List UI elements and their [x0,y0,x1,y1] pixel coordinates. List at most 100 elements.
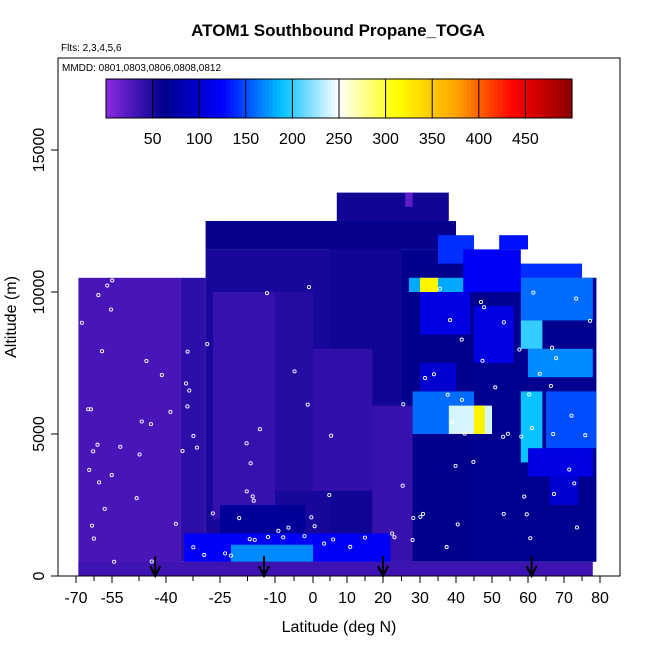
colorbar-swatch [265,79,270,118]
colorbar-swatch [234,79,239,118]
observation-point [583,433,588,438]
colorbar-swatch [513,79,519,118]
heatmap-cell [420,277,438,292]
heatmap-cell [520,277,593,321]
observation-point [392,535,397,540]
colorbar-swatch [106,79,111,118]
observation-point [524,512,529,517]
x-tick-label: 50 [483,590,501,607]
colorbar-swatch [144,79,150,118]
colorbar-swatch [288,79,293,118]
colorbar-swatch [412,79,418,118]
observation-point [102,506,107,511]
observation-point [105,283,110,288]
observation-point [390,531,395,536]
colorbar-swatch [439,79,445,118]
colorbar-swatch [241,79,247,118]
observation-point [248,461,253,466]
colorbar-swatch [218,79,224,118]
colorbar-swatch [385,79,391,118]
colorbar-swatch [187,79,193,118]
x-tick-label: 10 [338,590,356,607]
colorbar-tick-label: 50 [144,131,162,148]
x-tick-label: 80 [591,590,609,607]
x-tick-label: -55 [100,590,123,607]
colorbar-swatch [284,79,290,118]
observation-point [423,376,428,381]
observation-point [537,371,542,376]
colorbar-swatch [311,79,317,118]
observation-point [327,492,332,498]
observation-point [322,541,327,546]
colorbar-swatch [537,79,542,118]
observation-point [431,372,436,377]
colorbar-swatch [327,79,332,118]
observation-point [252,537,257,542]
observation-point [205,342,210,347]
observation-point [137,452,142,457]
heatmap-cell [510,263,582,278]
colorbar-swatch [482,79,488,118]
colorbar-swatch [463,79,468,118]
observation-point [110,278,115,283]
colorbar-swatch [389,79,394,118]
colorbar-swatch [257,79,262,118]
observation-point [91,449,96,454]
colorbar-swatch [137,79,142,118]
observation-point [548,383,553,388]
dates-label: MMDD: 0801,0803,0806,0808,0812 [62,63,221,74]
y-tick-label: 10000 [31,270,48,315]
x-tick-label: 20 [374,590,392,607]
observation-point [250,494,255,499]
observation-point [459,337,464,342]
heatmap-cell [546,391,597,449]
observation-point [247,537,252,542]
observation-point [134,496,139,501]
colorbar-swatch [366,79,371,118]
x-axis: -70 -55 -40 -25 -10 0 10 20 30 40 50 60 70 80 [58,575,620,607]
heatmap-cell [420,292,471,335]
observation-point [505,431,510,436]
observation-point [168,409,173,414]
colorbar-swatch [436,79,441,118]
colorbar-swatch [152,79,158,118]
colorbar-swatch [459,79,464,118]
observation-point [588,318,593,323]
colorbar-swatch [261,79,266,118]
colorbar-swatch [420,79,426,118]
colorbar-swatch [467,79,472,118]
colorbar-swatch [179,79,185,118]
y-tick-label: 0 [31,571,48,580]
heatmap-cell [275,292,313,491]
observation-point [420,511,426,516]
colorbar-swatch [148,79,154,118]
observation-point [202,552,207,557]
observation-point [139,419,144,424]
observation-point [437,286,442,291]
observation-point [531,290,536,295]
flights-label: Flts: 2,3,4,5,6 [61,43,122,54]
colorbar-swatch [199,79,204,118]
colorbar-swatch [401,79,406,118]
x-tick-label: 0 [309,590,318,607]
heatmap-cell [549,476,579,505]
colorbar-swatch [393,79,398,118]
observation-point [362,535,368,540]
heatmap-cell [205,221,456,250]
heatmap-cell [405,192,413,207]
colorbar-swatch [486,79,492,118]
colorbar-swatch [358,79,363,118]
colorbar-swatch [509,79,515,118]
observation-point [549,345,555,350]
heatmap-cell [463,249,521,292]
observation-point [331,537,336,542]
observation-point [264,291,270,296]
colorbar-swatch [478,79,484,118]
observation-point [482,305,487,310]
colorbar-swatch [249,79,255,118]
heatmap-cell [528,348,593,378]
observation-point [257,427,262,432]
heatmap-cell [212,292,275,520]
observation-point [223,551,228,556]
